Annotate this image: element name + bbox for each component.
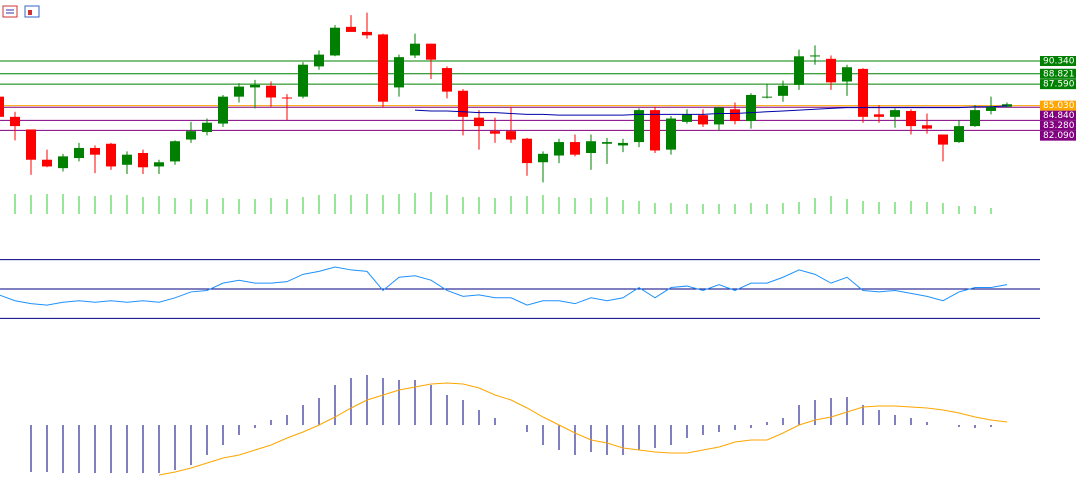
price-label-box <box>1040 56 1076 67</box>
price-label-box <box>1040 110 1076 121</box>
candle-body <box>362 31 372 36</box>
candle-body <box>266 85 276 98</box>
candle-body <box>986 106 996 111</box>
candle-body <box>522 138 532 164</box>
candle-body <box>714 107 724 125</box>
candle-body <box>538 153 548 163</box>
toolbar-icons <box>2 5 40 18</box>
candle-body <box>0 96 4 117</box>
candle-body <box>922 125 932 129</box>
candle-body <box>650 110 660 151</box>
candle-body <box>506 131 516 140</box>
price-label-box <box>1040 120 1076 131</box>
candle-body <box>698 115 708 125</box>
candle-body <box>58 156 68 169</box>
candle-body <box>426 43 436 60</box>
candle-body <box>410 43 420 56</box>
candle-body <box>298 64 308 97</box>
candle-body <box>154 162 164 167</box>
candle-body <box>842 67 852 82</box>
icon[interactable] <box>2 5 18 18</box>
icon-part <box>28 10 32 15</box>
candle-body <box>586 141 596 153</box>
candle-body <box>314 54 324 67</box>
candle-body <box>330 27 340 56</box>
candle-body <box>282 97 292 99</box>
candle-body <box>858 68 868 117</box>
indicator-line <box>0 266 1008 306</box>
candle-body <box>938 134 948 145</box>
candle-body <box>810 55 820 57</box>
candle-body <box>106 143 116 167</box>
candle-body <box>346 26 356 32</box>
candle-body <box>42 159 52 167</box>
candle-body <box>778 85 788 96</box>
candle-body <box>906 110 916 127</box>
price-label: 87.590 <box>1043 80 1075 90</box>
candle-body <box>634 110 644 143</box>
candle-body <box>874 114 884 117</box>
candle-body <box>186 131 196 140</box>
candle-body <box>762 96 772 98</box>
candle-body <box>458 90 468 117</box>
candle-body <box>442 68 452 92</box>
candle-body <box>666 118 676 150</box>
candle-body <box>122 154 132 165</box>
candle-body <box>474 117 484 127</box>
price-label-box <box>1040 100 1076 111</box>
price-label-box <box>1040 79 1076 90</box>
candle-body <box>138 153 148 168</box>
candle-body <box>890 110 900 117</box>
candle-body <box>490 131 500 134</box>
candle-body <box>170 141 180 162</box>
candle-body <box>234 86 244 97</box>
price-label: 82.090 <box>1043 131 1075 141</box>
candle-body <box>730 109 740 122</box>
candle-body <box>682 114 692 122</box>
price-label-box <box>1040 130 1076 141</box>
candle-body <box>794 56 804 85</box>
candle-body <box>90 147 100 155</box>
candle-body <box>378 34 388 102</box>
signal-line <box>158 382 1008 476</box>
candle-body <box>618 142 628 146</box>
price-label: 88.821 <box>1043 69 1075 79</box>
price-label: 84.840 <box>1043 111 1075 121</box>
price-label: 85.030 <box>1043 101 1075 111</box>
candle-body <box>602 142 612 144</box>
price-label: 83.280 <box>1043 121 1075 131</box>
candle-body <box>570 142 580 155</box>
candle-body <box>954 126 964 143</box>
candle-body <box>202 122 212 132</box>
candle-body <box>746 94 756 122</box>
candle-body <box>26 129 36 160</box>
candle-body <box>10 116 20 127</box>
candle-body <box>394 57 404 88</box>
price-label-box <box>1040 68 1076 79</box>
candle-body <box>826 58 836 83</box>
candle-body <box>970 110 980 127</box>
candle-body <box>554 142 564 156</box>
candle-body <box>1002 104 1012 107</box>
price-label: 90.340 <box>1043 57 1075 67</box>
candle-body <box>250 84 260 88</box>
moving-average <box>414 105 1008 116</box>
candle-body <box>218 96 228 124</box>
candle-body <box>74 147 84 159</box>
